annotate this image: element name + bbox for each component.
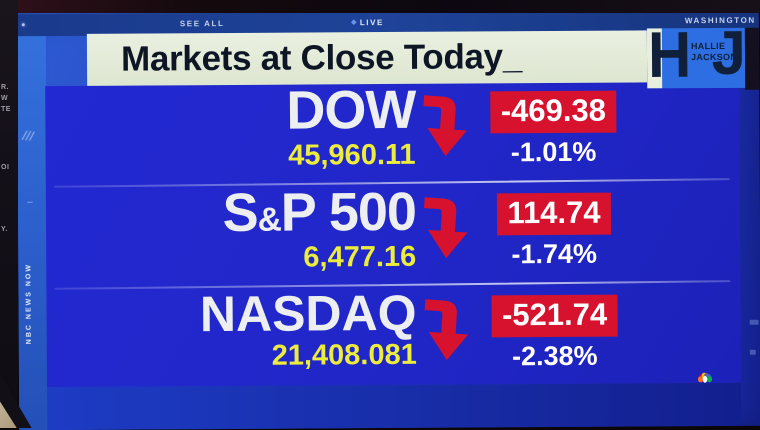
tv-screen: SEE ALL LIVE WASHINGTON /// – NBC NEWS N…	[16, 7, 760, 430]
down-arrow-icon	[416, 289, 480, 367]
background-text-fragment: OI	[1, 164, 10, 171]
index-name-part: P 500	[280, 181, 417, 243]
background-reflection	[749, 349, 756, 355]
channel-sidebar: /// – NBC NEWS NOW	[16, 36, 49, 430]
brand-slash-marks-icon: ///	[21, 127, 35, 144]
percent-change: -2.38%	[511, 340, 598, 372]
change-block: -469.38 -1.01%	[479, 85, 628, 169]
studio-background	[0, 0, 760, 13]
background-text-fragment: R.	[1, 84, 9, 91]
markets-panel: DOW 45,960.11 -469.38 -1.01% S&P 500 6,4…	[45, 79, 742, 388]
market-row-nasdaq: NASDAQ 21,408.081 -521.74 -2.38%	[46, 284, 740, 375]
cursor-dot-icon	[21, 23, 25, 27]
background-reflection	[749, 319, 759, 325]
market-row-dow: DOW 45,960.11 -469.38 -1.01%	[45, 79, 740, 174]
headline-title: Markets at Close Today_	[120, 37, 523, 79]
change-block: 114.74 -1.74%	[480, 187, 629, 271]
index-name-block: DOW 45,960.11	[45, 79, 416, 174]
background-text-fragment: Y.	[1, 226, 8, 233]
show-logo-letter-j: J	[711, 27, 746, 89]
market-row-sp500: S&P 500 6,477.16 114.74 -1.74%	[46, 182, 741, 276]
change-badge: -469.38	[490, 90, 617, 134]
change-badge: -521.74	[491, 294, 618, 338]
change-badge: 114.74	[497, 192, 611, 236]
percent-change: -1.01%	[510, 136, 597, 168]
live-indicator[interactable]: LIVE	[350, 18, 385, 28]
ampersand: &	[257, 201, 281, 239]
index-name-part: S	[222, 182, 258, 244]
channel-watermark: NBC NEWS NOW	[25, 263, 33, 345]
background-text-fragment: TE	[1, 106, 11, 113]
percent-change: -1.74%	[511, 238, 598, 270]
index-close-value: 6,477.16	[303, 240, 417, 274]
index-name: DOW	[286, 79, 416, 141]
location-label: WASHINGTON	[684, 15, 756, 26]
brand-dash-mark-icon: –	[26, 196, 34, 209]
down-arrow-icon	[416, 187, 480, 265]
index-name: NASDAQ	[199, 284, 417, 343]
nbc-peacock-icon	[697, 372, 713, 383]
index-close-value: 45,960.11	[288, 138, 416, 172]
screen-right-dark-edge	[744, 27, 760, 90]
screen-lower-band	[47, 382, 742, 430]
change-block: -521.74 -2.38%	[480, 289, 629, 373]
show-logo-letter-h: H	[647, 27, 690, 89]
index-name-block: NASDAQ 21,408.081	[46, 284, 417, 374]
monitor-bezel: R. W TE OI Y.	[0, 0, 18, 428]
background-text-fragment: W	[1, 95, 9, 102]
live-dot-icon	[350, 19, 357, 26]
down-arrow-icon	[415, 85, 479, 163]
live-label: LIVE	[359, 18, 385, 28]
headline-banner: Markets at Close Today_	[86, 30, 648, 86]
show-logo: H HALLIE JACKSON J	[646, 27, 746, 89]
index-name: S&P 500	[46, 182, 416, 243]
index-name-block: S&P 500 6,477.16	[46, 182, 417, 276]
index-close-value: 21,408.081	[271, 338, 417, 372]
see-all-link[interactable]: SEE ALL	[179, 19, 225, 29]
